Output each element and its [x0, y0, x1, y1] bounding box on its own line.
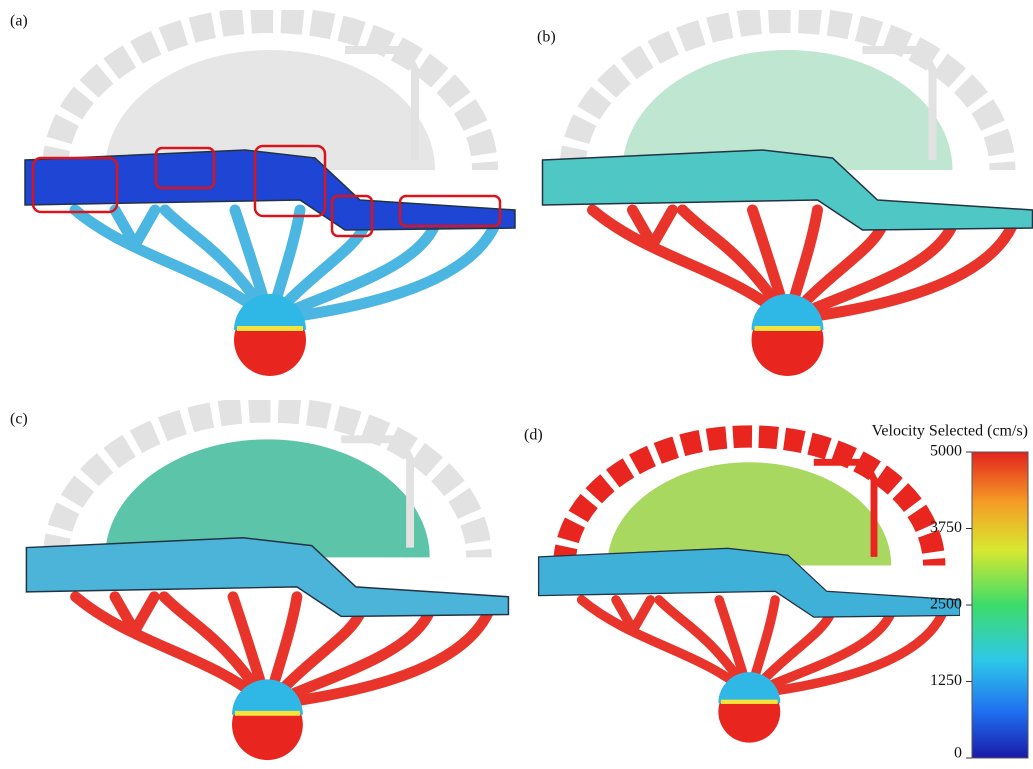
colorbar-tick-label: 5000: [930, 443, 962, 460]
colorbar-tick-label: 0: [954, 745, 962, 762]
colorbar-gradient: [972, 452, 1028, 758]
panel-d: (d): [524, 427, 960, 743]
casting-image: [539, 437, 960, 743]
panel-c: (c): [10, 410, 508, 760]
page: (a) (b) (c) (d) Velocity Selected (cm/s)…: [0, 0, 1033, 764]
panel-label: (d): [524, 427, 543, 444]
panel-label: (c): [10, 411, 28, 428]
colorbar-tick-label: 1250: [930, 672, 962, 689]
casting-image: [26, 410, 508, 760]
figure: (a) (b) (c) (d) Velocity Selected (cm/s)…: [0, 0, 1033, 764]
colorbar-tick-label: 2500: [930, 596, 962, 613]
panel-label: (a): [10, 13, 28, 30]
casting-image: [543, 20, 1033, 376]
panel-b: (b): [537, 20, 1033, 376]
panel-a: (a): [10, 13, 515, 376]
casting-image: [25, 20, 515, 376]
colorbar-title: Velocity Selected (cm/s): [872, 423, 1028, 440]
colorbar-tick-label: 3750: [930, 519, 962, 536]
panel-label: (b): [537, 29, 556, 46]
